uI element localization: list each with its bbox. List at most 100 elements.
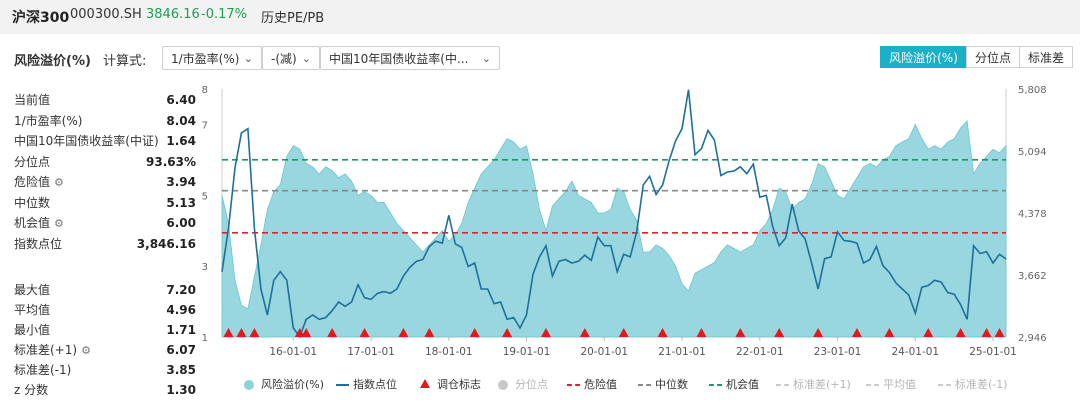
stat-value: 6.00 xyxy=(166,216,196,230)
stat-label: 中位数 xyxy=(14,195,51,210)
stat-value: 4.96 xyxy=(166,303,196,317)
rebalance-marker xyxy=(424,328,435,337)
x-tick-label: 23-01-01 xyxy=(814,346,862,358)
y-right-tick-label: 5,094 xyxy=(1018,147,1047,158)
stat-label: 最大值 xyxy=(14,283,51,297)
stat-label: z 分数 xyxy=(14,383,49,397)
operator-select[interactable]: -(减) ⌄ xyxy=(262,46,320,70)
legend-label: 指数点位 xyxy=(353,378,397,391)
legend-swatch xyxy=(776,384,789,386)
title-bar: 沪深300 000300.SH 3846.16 -0.17% 历史PE/PB xyxy=(0,0,1080,32)
rebalance-marker xyxy=(469,328,480,337)
stat-row: 中国10年国债收益率(中证) 1.64 xyxy=(14,132,196,150)
chevron-down-icon: ⌄ xyxy=(243,52,253,65)
stat-value: 6.40 xyxy=(166,93,196,107)
stat-row: 中位数 5.13 xyxy=(14,194,196,212)
chevron-down-icon: ⌄ xyxy=(481,52,491,65)
gear-icon[interactable]: ⚙ xyxy=(54,217,64,230)
y-left-tick-label: 8 xyxy=(202,85,208,96)
y-right-tick-label: 4,378 xyxy=(1018,209,1047,220)
rebalance-marker xyxy=(618,328,629,337)
rebalance-marker xyxy=(579,328,590,337)
stat-value: 1.71 xyxy=(166,323,196,337)
legend-swatch xyxy=(498,380,508,390)
gear-icon[interactable]: ⚙ xyxy=(54,176,64,189)
stat-row: 1/市盈率(%) 8.04 xyxy=(14,112,196,130)
index-change: -0.17% xyxy=(201,7,247,22)
pe-select[interactable]: 1/市盈率(%) ⌄ xyxy=(162,46,262,70)
history-pepb-link[interactable]: 历史PE/PB xyxy=(261,11,325,26)
stat-label: 中国10年国债收益率(中证) xyxy=(14,134,159,148)
stat-value: 3,846.16 xyxy=(136,236,196,251)
gear-icon[interactable]: ⚙ xyxy=(81,344,91,357)
stat-value: 7.20 xyxy=(166,283,196,297)
legend-label: 平均值 xyxy=(883,378,916,391)
rebalance-marker xyxy=(502,328,513,337)
rebalance-marker xyxy=(923,328,934,337)
metric-title: 风险溢价(%) xyxy=(14,54,91,69)
rebalance-marker xyxy=(236,328,247,337)
chevron-down-icon: ⌄ xyxy=(301,52,311,65)
stat-label: 平均值 xyxy=(14,303,51,317)
risk-premium-area xyxy=(221,119,1007,338)
stat-label: 机会值 ⚙ xyxy=(14,214,64,233)
stat-row: 危险值 ⚙ 3.94 xyxy=(14,173,196,191)
rebalance-marker xyxy=(955,328,966,337)
stat-row: 最小值 1.71 xyxy=(14,321,196,339)
index-name: 沪深300 xyxy=(12,10,70,26)
rebalance-marker xyxy=(359,328,370,337)
x-tick-label: 21-01-01 xyxy=(658,346,706,358)
index-level-line xyxy=(221,89,1007,339)
stat-row: 平均值 4.96 xyxy=(14,301,196,319)
rebalance-marker xyxy=(657,328,668,337)
rebalance-marker xyxy=(327,328,338,337)
y-right-tick-label: 5,808 xyxy=(1018,85,1047,96)
legend-label: 危险值 xyxy=(584,378,617,391)
rebalance-marker xyxy=(774,328,785,337)
legend-label: 风险溢价(%) xyxy=(261,378,325,391)
rebalance-marker xyxy=(301,328,312,337)
legend-swatch xyxy=(709,384,722,386)
legend-label: 标准差(-1) xyxy=(955,378,1008,391)
tab-percentile[interactable]: 分位点 xyxy=(966,46,1020,68)
index-code: 000300.SH xyxy=(70,7,142,22)
rebalance-marker xyxy=(223,328,234,337)
stat-row: 指数点位 3,846.16 xyxy=(14,235,196,253)
stat-label: 危险值 ⚙ xyxy=(14,173,64,192)
rebalance-marker xyxy=(540,328,551,337)
stat-label: 当前值 xyxy=(14,93,51,107)
stat-value: 1.30 xyxy=(166,383,196,397)
y-left-tick-label: 5 xyxy=(202,191,208,202)
formula-label: 计算式: xyxy=(103,54,147,69)
x-tick-label: 20-01-01 xyxy=(580,346,628,358)
stat-row: z 分数 1.30 xyxy=(14,381,196,399)
legend-label: 机会值 xyxy=(726,378,759,391)
legend-label: 标准差(+1) xyxy=(793,378,851,391)
rebalance-marker xyxy=(981,328,992,337)
stat-row: 最大值 7.20 xyxy=(14,281,196,299)
stat-row: 标准差(+1) ⚙ 6.07 xyxy=(14,341,196,359)
stat-value: 1.64 xyxy=(166,134,196,148)
stat-label: 1/市盈率(%) xyxy=(14,113,83,128)
stat-row: 标准差(-1) 3.85 xyxy=(14,361,196,379)
rebalance-marker xyxy=(294,328,305,337)
stat-value: 6.07 xyxy=(166,343,196,357)
x-tick-label: 18-01-01 xyxy=(425,346,473,358)
tab-std-dev[interactable]: 标准差 xyxy=(1019,46,1073,68)
legend-swatch xyxy=(420,379,430,388)
rebalance-marker xyxy=(813,328,824,337)
stat-row: 当前值 6.40 xyxy=(14,91,196,109)
legend-swatch xyxy=(938,384,951,386)
y-right-tick-label: 3,662 xyxy=(1018,271,1047,282)
stat-value: 3.94 xyxy=(166,175,196,189)
rebalance-marker xyxy=(851,328,862,337)
bond-yield-select[interactable]: 中国10年国债收益率(中... ⌄ xyxy=(320,46,500,70)
stat-row: 分位点 93.63% xyxy=(14,153,196,171)
y-left-tick-label: 1 xyxy=(202,333,208,344)
legend-swatch xyxy=(866,384,879,386)
stat-label: 标准差(-1) xyxy=(14,363,72,377)
stat-label: 指数点位 xyxy=(14,236,63,251)
x-tick-label: 19-01-01 xyxy=(503,346,551,358)
index-price: 3846.16 xyxy=(146,7,200,22)
